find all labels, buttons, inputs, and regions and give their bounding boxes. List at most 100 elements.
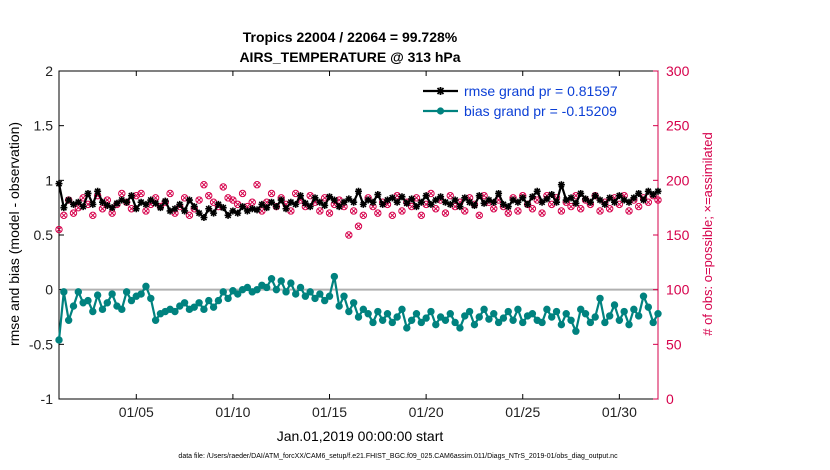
rmse-marker [287, 198, 295, 206]
obs-possible-marker [634, 202, 643, 211]
rmse-marker [601, 200, 609, 208]
rmse-point [190, 203, 198, 211]
rmse-marker [640, 196, 648, 204]
bias-point [253, 285, 261, 294]
rmse-marker [388, 194, 396, 202]
rmse-marker [359, 200, 367, 208]
obs-assimilated-marker [254, 181, 260, 188]
rmse-point [137, 198, 145, 206]
x-tick-label: 01/25 [505, 404, 540, 420]
bias-point [403, 324, 411, 332]
obs-possible-marker [654, 196, 662, 204]
rmse-point [258, 200, 266, 208]
obs-assimilated-marker [655, 197, 661, 203]
bias-point [374, 307, 382, 316]
obs-assimilated-marker [399, 208, 405, 214]
obs-possible-marker [441, 209, 450, 217]
x-tick-label: 01/10 [215, 404, 250, 420]
rmse-point [591, 192, 599, 200]
rmse-point [316, 198, 324, 206]
bias-point [514, 305, 522, 314]
rmse-marker [625, 198, 633, 206]
rmse-marker [103, 201, 111, 209]
rmse-point [451, 196, 459, 204]
rmse-marker [596, 196, 604, 204]
bias-point [620, 307, 628, 316]
obs-assimilated-marker [128, 206, 135, 212]
bias-point [267, 275, 276, 283]
bias-point [282, 288, 290, 296]
obs-possible-marker [528, 205, 537, 213]
bias-point [504, 307, 512, 316]
rmse-point [297, 192, 305, 200]
rmse-marker [127, 192, 135, 200]
obs-point [137, 189, 145, 198]
legend-bias-label: bias grand pr = -0.15209 [464, 103, 617, 119]
bias-point [147, 294, 155, 303]
rmse-point [132, 205, 140, 213]
rmse-point [456, 203, 464, 211]
obs-assimilated-marker [249, 199, 255, 205]
obs-possible-marker [514, 207, 522, 215]
rmse-point [393, 198, 401, 206]
rmse-point [644, 187, 652, 195]
rmse-point [127, 192, 135, 200]
bias-point [219, 288, 227, 296]
rmse-marker [205, 205, 213, 213]
x-tick-label: 01/20 [409, 404, 444, 420]
obs-assimilated-marker [577, 206, 584, 212]
rmse-point [408, 195, 416, 203]
rmse-point [485, 196, 493, 204]
rmse-point [345, 195, 353, 203]
rmse-marker [499, 200, 507, 208]
obs-assimilated-marker [167, 190, 173, 197]
rmse-marker [538, 198, 546, 206]
bias-point [190, 303, 198, 311]
bias-point [55, 336, 63, 344]
bias-point [499, 314, 508, 322]
obs-assimilated-marker [568, 203, 574, 210]
bias-point [509, 316, 517, 324]
rmse-marker [432, 196, 440, 204]
rmse-marker [562, 196, 570, 204]
rmse-point [60, 204, 68, 212]
rmse-marker [543, 195, 551, 203]
rmse-marker [316, 198, 324, 206]
rmse-marker [118, 196, 126, 204]
rmse-point [200, 214, 208, 222]
rmse-marker [615, 192, 623, 200]
rmse-marker [330, 196, 338, 204]
rmse-marker [577, 189, 585, 197]
legend-rmse-marker [436, 87, 445, 95]
obs-possible-marker [219, 183, 227, 191]
rmse-marker [60, 204, 68, 212]
bias-point [205, 296, 213, 305]
chart-subtitle: AIRS_TEMPERATURE @ 313 hPa [239, 49, 460, 65]
obs-possible-marker [238, 189, 247, 198]
rmse-point [219, 204, 227, 212]
bias-point [591, 313, 599, 321]
bias-point [306, 288, 314, 296]
rmse-marker [490, 198, 498, 206]
rmse-marker [451, 196, 459, 204]
bias-point [548, 313, 556, 321]
obs-assimilated-marker [99, 206, 106, 212]
rmse-point [403, 199, 411, 207]
x-tick-label: 01/15 [312, 404, 347, 420]
rmse-point [321, 201, 329, 209]
obs-assimilated-marker [597, 208, 603, 214]
bias-point [538, 318, 546, 327]
rmse-marker [84, 189, 92, 197]
obs-assimilated-marker [196, 197, 202, 203]
bias-point [180, 299, 189, 307]
obs-possible-marker [69, 209, 78, 217]
rmse-point [417, 198, 425, 206]
rmse-point [437, 193, 445, 201]
rmse-marker [263, 204, 271, 212]
rmse-marker [253, 206, 261, 214]
y-tick-label: 1 [45, 172, 53, 188]
rmse-point [98, 198, 106, 206]
obs-possible-marker [596, 207, 604, 215]
obs-assimilated-marker [447, 192, 454, 199]
